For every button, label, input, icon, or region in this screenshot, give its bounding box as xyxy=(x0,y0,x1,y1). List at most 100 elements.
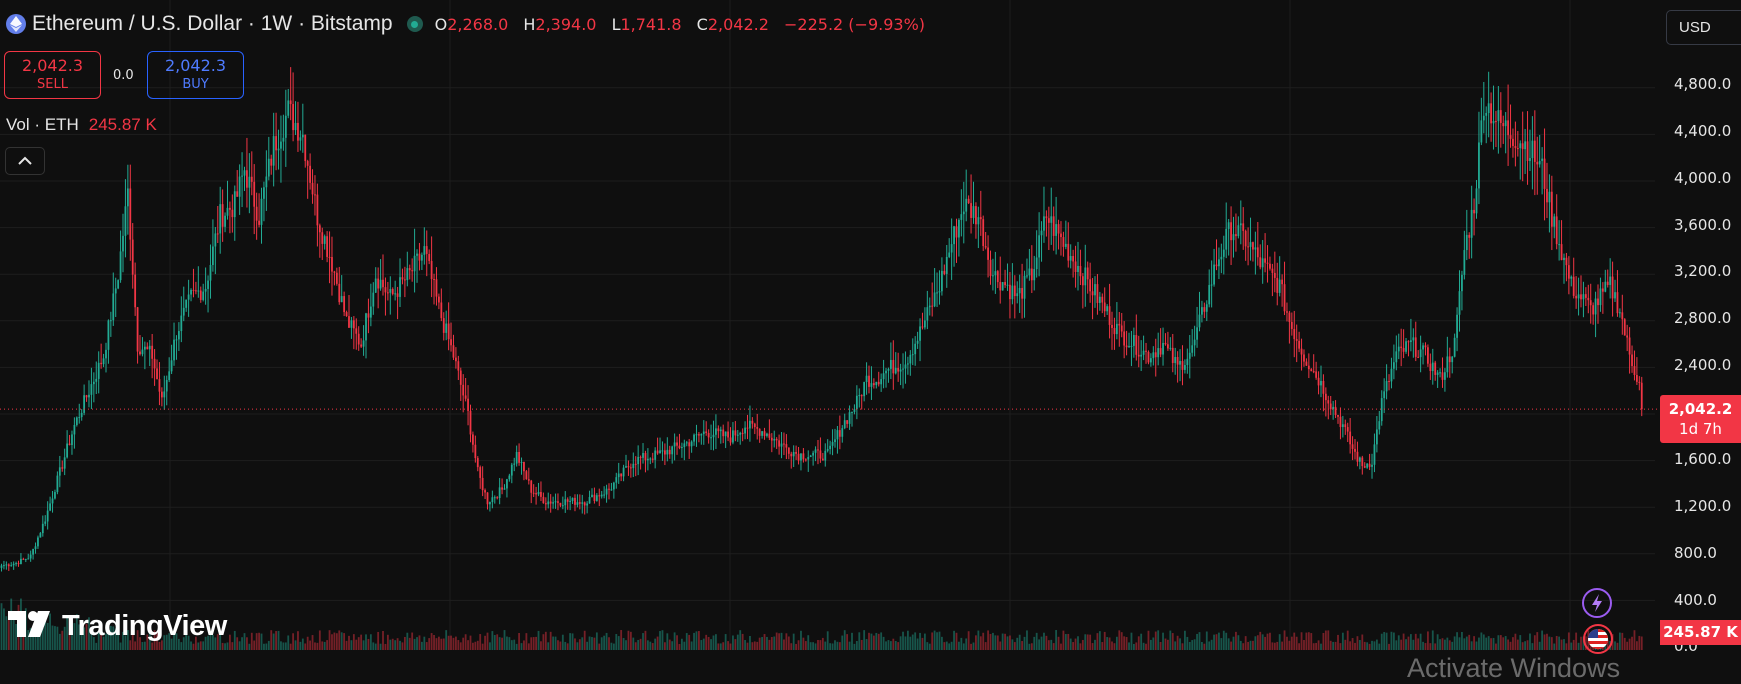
currency-selector[interactable]: USD xyxy=(1666,10,1741,45)
candle-body xyxy=(1538,160,1541,165)
volume-bar xyxy=(1529,633,1531,650)
chart-canvas[interactable] xyxy=(0,0,1741,670)
volume-bar xyxy=(843,630,846,650)
candle-body xyxy=(1614,292,1616,299)
volume-bar xyxy=(151,642,154,650)
volume-bar xyxy=(863,630,866,650)
candle-body xyxy=(520,462,523,464)
volume-bar xyxy=(280,641,282,650)
candle-body xyxy=(527,479,530,481)
lightning-icon[interactable] xyxy=(1582,588,1612,618)
volume-bar xyxy=(1548,636,1551,650)
volume-bar xyxy=(1009,635,1011,650)
volume-bar xyxy=(1128,642,1130,650)
us-flag-icon[interactable] xyxy=(1583,624,1613,654)
volume-bar xyxy=(265,643,268,650)
ethereum-icon[interactable] xyxy=(6,14,26,34)
candle-body xyxy=(10,565,13,567)
candle-body xyxy=(1249,242,1252,247)
candle-body xyxy=(367,313,370,318)
volume-bar xyxy=(1344,639,1347,650)
candle-body xyxy=(246,170,248,188)
volume-bar xyxy=(1247,641,1249,650)
volume-bar xyxy=(508,637,511,650)
candle-body xyxy=(1079,265,1082,277)
market-open-dot-icon[interactable] xyxy=(406,16,423,32)
volume-bar xyxy=(1419,633,1422,650)
candle-body xyxy=(1456,314,1458,338)
volume-bar xyxy=(829,643,832,650)
volume-bar xyxy=(445,630,448,650)
volume-bar xyxy=(1159,641,1162,650)
volume-bar xyxy=(1512,637,1514,650)
volume-bar xyxy=(586,641,589,650)
candle-body xyxy=(1329,403,1332,410)
volume-bar xyxy=(1580,636,1582,650)
low-key: L xyxy=(611,14,621,34)
open-key: O xyxy=(434,14,448,34)
candle-body xyxy=(547,501,550,505)
candle-body xyxy=(37,537,39,547)
candle-body xyxy=(413,255,416,272)
candle-body xyxy=(1191,345,1194,353)
candle-body xyxy=(1502,122,1505,127)
candle-body xyxy=(554,501,557,503)
volume-legend[interactable]: Vol · ETH 245.87 K xyxy=(6,115,157,135)
candle-body xyxy=(911,354,914,356)
candle-body xyxy=(250,176,253,182)
volume-bar xyxy=(629,631,632,650)
buy-button[interactable]: 2,042.3 BUY xyxy=(147,51,244,99)
candle-body xyxy=(581,502,584,504)
volume-bar xyxy=(41,627,44,650)
volume-bar xyxy=(124,635,127,650)
volume-bar xyxy=(1487,636,1490,650)
candle-body xyxy=(88,394,90,398)
candle-body xyxy=(1210,284,1213,286)
volume-bar xyxy=(435,638,438,650)
volume-bar xyxy=(549,631,552,650)
candle-body xyxy=(1482,115,1485,121)
candle-body xyxy=(1047,218,1050,223)
candle-body xyxy=(1410,340,1412,342)
volume-bar xyxy=(1463,638,1466,650)
volume-bar xyxy=(1623,637,1626,650)
candle-body xyxy=(1378,421,1381,430)
candle-body xyxy=(989,259,992,276)
volume-bar xyxy=(1273,642,1276,650)
price-axis-label: 1,200.0 xyxy=(1674,497,1732,515)
candle-body xyxy=(1278,279,1281,293)
candle-body xyxy=(3,565,5,567)
candle-body xyxy=(1402,347,1405,352)
candle-body xyxy=(100,362,103,365)
volume-bar xyxy=(1546,633,1548,650)
volume-bar xyxy=(233,630,236,650)
candle-body xyxy=(1198,314,1201,328)
candle-body xyxy=(515,452,518,464)
volume-bar xyxy=(173,631,175,650)
candle-body xyxy=(78,417,81,419)
volume-bar xyxy=(892,638,895,650)
sell-button[interactable]: 2,042.3 SELL xyxy=(4,51,101,99)
volume-bar xyxy=(112,626,115,650)
candle-body xyxy=(736,434,739,436)
candle-body xyxy=(877,381,880,385)
candle-body xyxy=(369,306,372,318)
candle-body xyxy=(212,246,214,266)
candle-body xyxy=(1611,276,1614,299)
candle-body xyxy=(1186,358,1189,366)
candle-body xyxy=(301,134,304,138)
candle-body xyxy=(1162,342,1164,355)
volume-bar xyxy=(369,634,372,650)
volume-bar xyxy=(413,638,416,650)
collapse-legend-button[interactable] xyxy=(5,147,45,175)
candle-body xyxy=(549,501,552,504)
candle-body xyxy=(1259,257,1262,268)
symbol-title[interactable]: Ethereum / U.S. Dollar · 1W · Bitstamp xyxy=(32,12,393,35)
tradingview-logo[interactable]: TradingView xyxy=(8,610,227,643)
volume-bar xyxy=(224,643,226,650)
volume-bar xyxy=(970,643,972,650)
volume-bar xyxy=(1519,635,1522,650)
volume-bar xyxy=(1115,636,1118,650)
volume-bar xyxy=(1113,643,1116,650)
volume-bar xyxy=(1363,641,1366,650)
